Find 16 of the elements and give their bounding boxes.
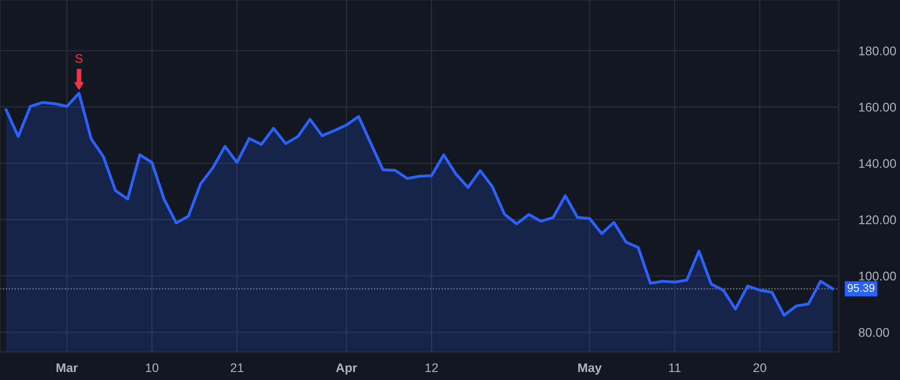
y-tick-label: 120.00 (859, 215, 896, 224)
x-tick-label: 21 (230, 363, 244, 372)
x-tick-label: Apr (336, 363, 358, 375)
x-tick-label: 12 (426, 363, 438, 372)
x-tick-label: 10 (146, 363, 158, 372)
y-tick-label: 100.00 (859, 272, 896, 281)
y-tick-label: 80.00 (858, 328, 890, 337)
x-tick-label: 20 (753, 363, 766, 372)
x-tick-label: 11 (669, 363, 681, 372)
ref-line-label: 95.39 (848, 284, 874, 292)
annotation: S (75, 54, 83, 63)
x-tick-label: Mar (56, 363, 78, 372)
y-tick-label: 180.00 (859, 46, 896, 56)
y-tick-label: 160.00 (859, 102, 896, 112)
y-tick-label: 140.00 (859, 159, 896, 168)
x-tick-label: May (578, 363, 602, 375)
